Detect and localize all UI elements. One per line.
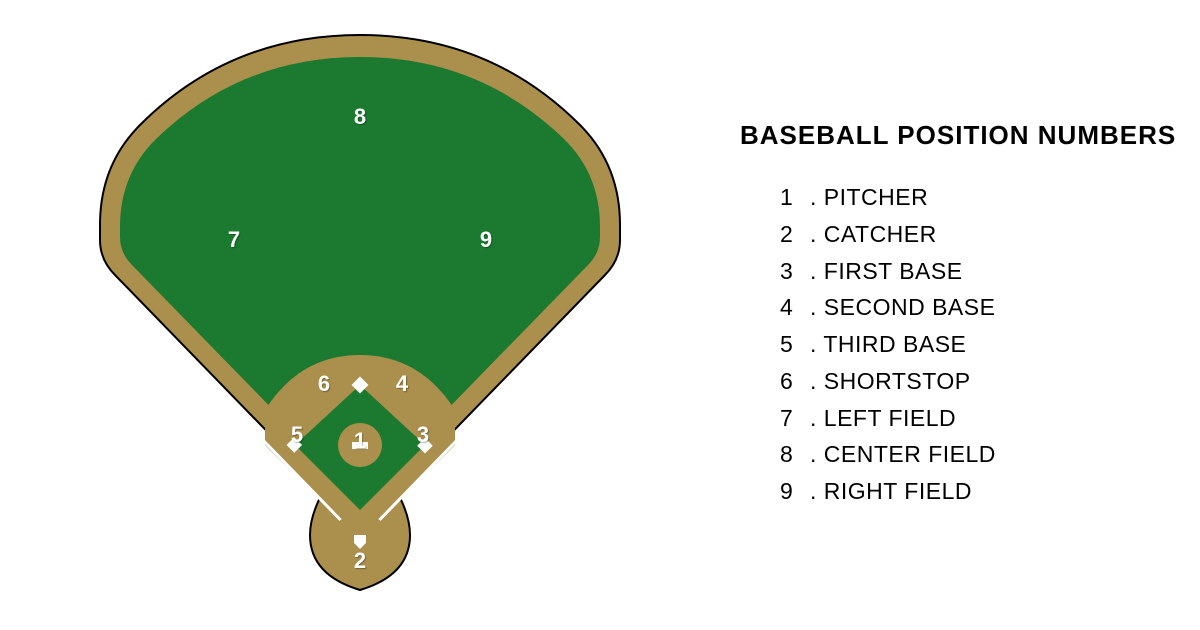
position-marker-2: 2	[354, 548, 366, 574]
legend-list: 1. Pitcher 2. Catcher 3. First Base 4. S…	[740, 179, 1176, 510]
legend-item: 4. Second Base	[780, 289, 1176, 326]
position-marker-3: 3	[417, 422, 429, 448]
legend-item: 1. Pitcher	[780, 179, 1176, 216]
legend-item: 9. Right Field	[780, 473, 1176, 510]
position-marker-8: 8	[354, 104, 366, 130]
legend-item: 3. First Base	[780, 253, 1176, 290]
baseball-field-diagram: 1 2 3 4 5 6 7 8 9	[60, 15, 660, 615]
legend-item: 6. Shortstop	[780, 363, 1176, 400]
position-marker-4: 4	[396, 371, 408, 397]
legend-title: Baseball Position Numbers	[740, 120, 1176, 151]
position-marker-5: 5	[291, 422, 303, 448]
legend-item: 8. Center Field	[780, 436, 1176, 473]
position-marker-1: 1	[354, 428, 366, 454]
position-marker-7: 7	[228, 227, 240, 253]
legend-item: 5. Third Base	[780, 326, 1176, 363]
legend: Baseball Position Numbers 1. Pitcher 2. …	[740, 120, 1176, 510]
position-marker-6: 6	[318, 371, 330, 397]
position-marker-9: 9	[480, 227, 492, 253]
legend-item: 2. Catcher	[780, 216, 1176, 253]
legend-item: 7. Left Field	[780, 400, 1176, 437]
